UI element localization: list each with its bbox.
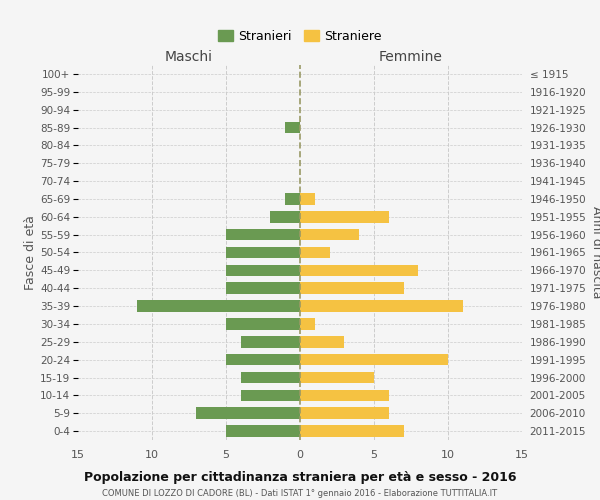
Bar [226,246,300,258]
Bar [300,318,315,330]
Bar [137,300,300,312]
Y-axis label: Fasce di età: Fasce di età [25,215,37,290]
Text: Maschi: Maschi [165,50,213,64]
Bar [271,211,300,222]
Bar [300,193,315,204]
Legend: Stranieri, Straniere: Stranieri, Straniere [215,26,386,46]
Bar [241,372,300,384]
Bar [226,318,300,330]
Bar [241,390,300,401]
Bar [241,336,300,347]
Bar [226,426,300,437]
Bar [300,264,418,276]
Bar [226,229,300,240]
Bar [300,282,404,294]
Bar [226,354,300,366]
Bar [300,229,359,240]
Text: Popolazione per cittadinanza straniera per età e sesso - 2016: Popolazione per cittadinanza straniera p… [84,471,516,484]
Text: COMUNE DI LOZZO DI CADORE (BL) - Dati ISTAT 1° gennaio 2016 - Elaborazione TUTTI: COMUNE DI LOZZO DI CADORE (BL) - Dati IS… [103,490,497,498]
Bar [300,354,448,366]
Bar [300,300,463,312]
Bar [300,246,329,258]
Bar [226,282,300,294]
Bar [300,372,374,384]
Bar [300,426,404,437]
Bar [300,336,344,347]
Bar [300,390,389,401]
Bar [300,408,389,419]
Y-axis label: Anni di nascita: Anni di nascita [590,206,600,298]
Bar [300,211,389,222]
Text: Femmine: Femmine [379,50,443,64]
Bar [285,122,300,134]
Bar [226,264,300,276]
Bar [196,408,300,419]
Bar [285,193,300,204]
